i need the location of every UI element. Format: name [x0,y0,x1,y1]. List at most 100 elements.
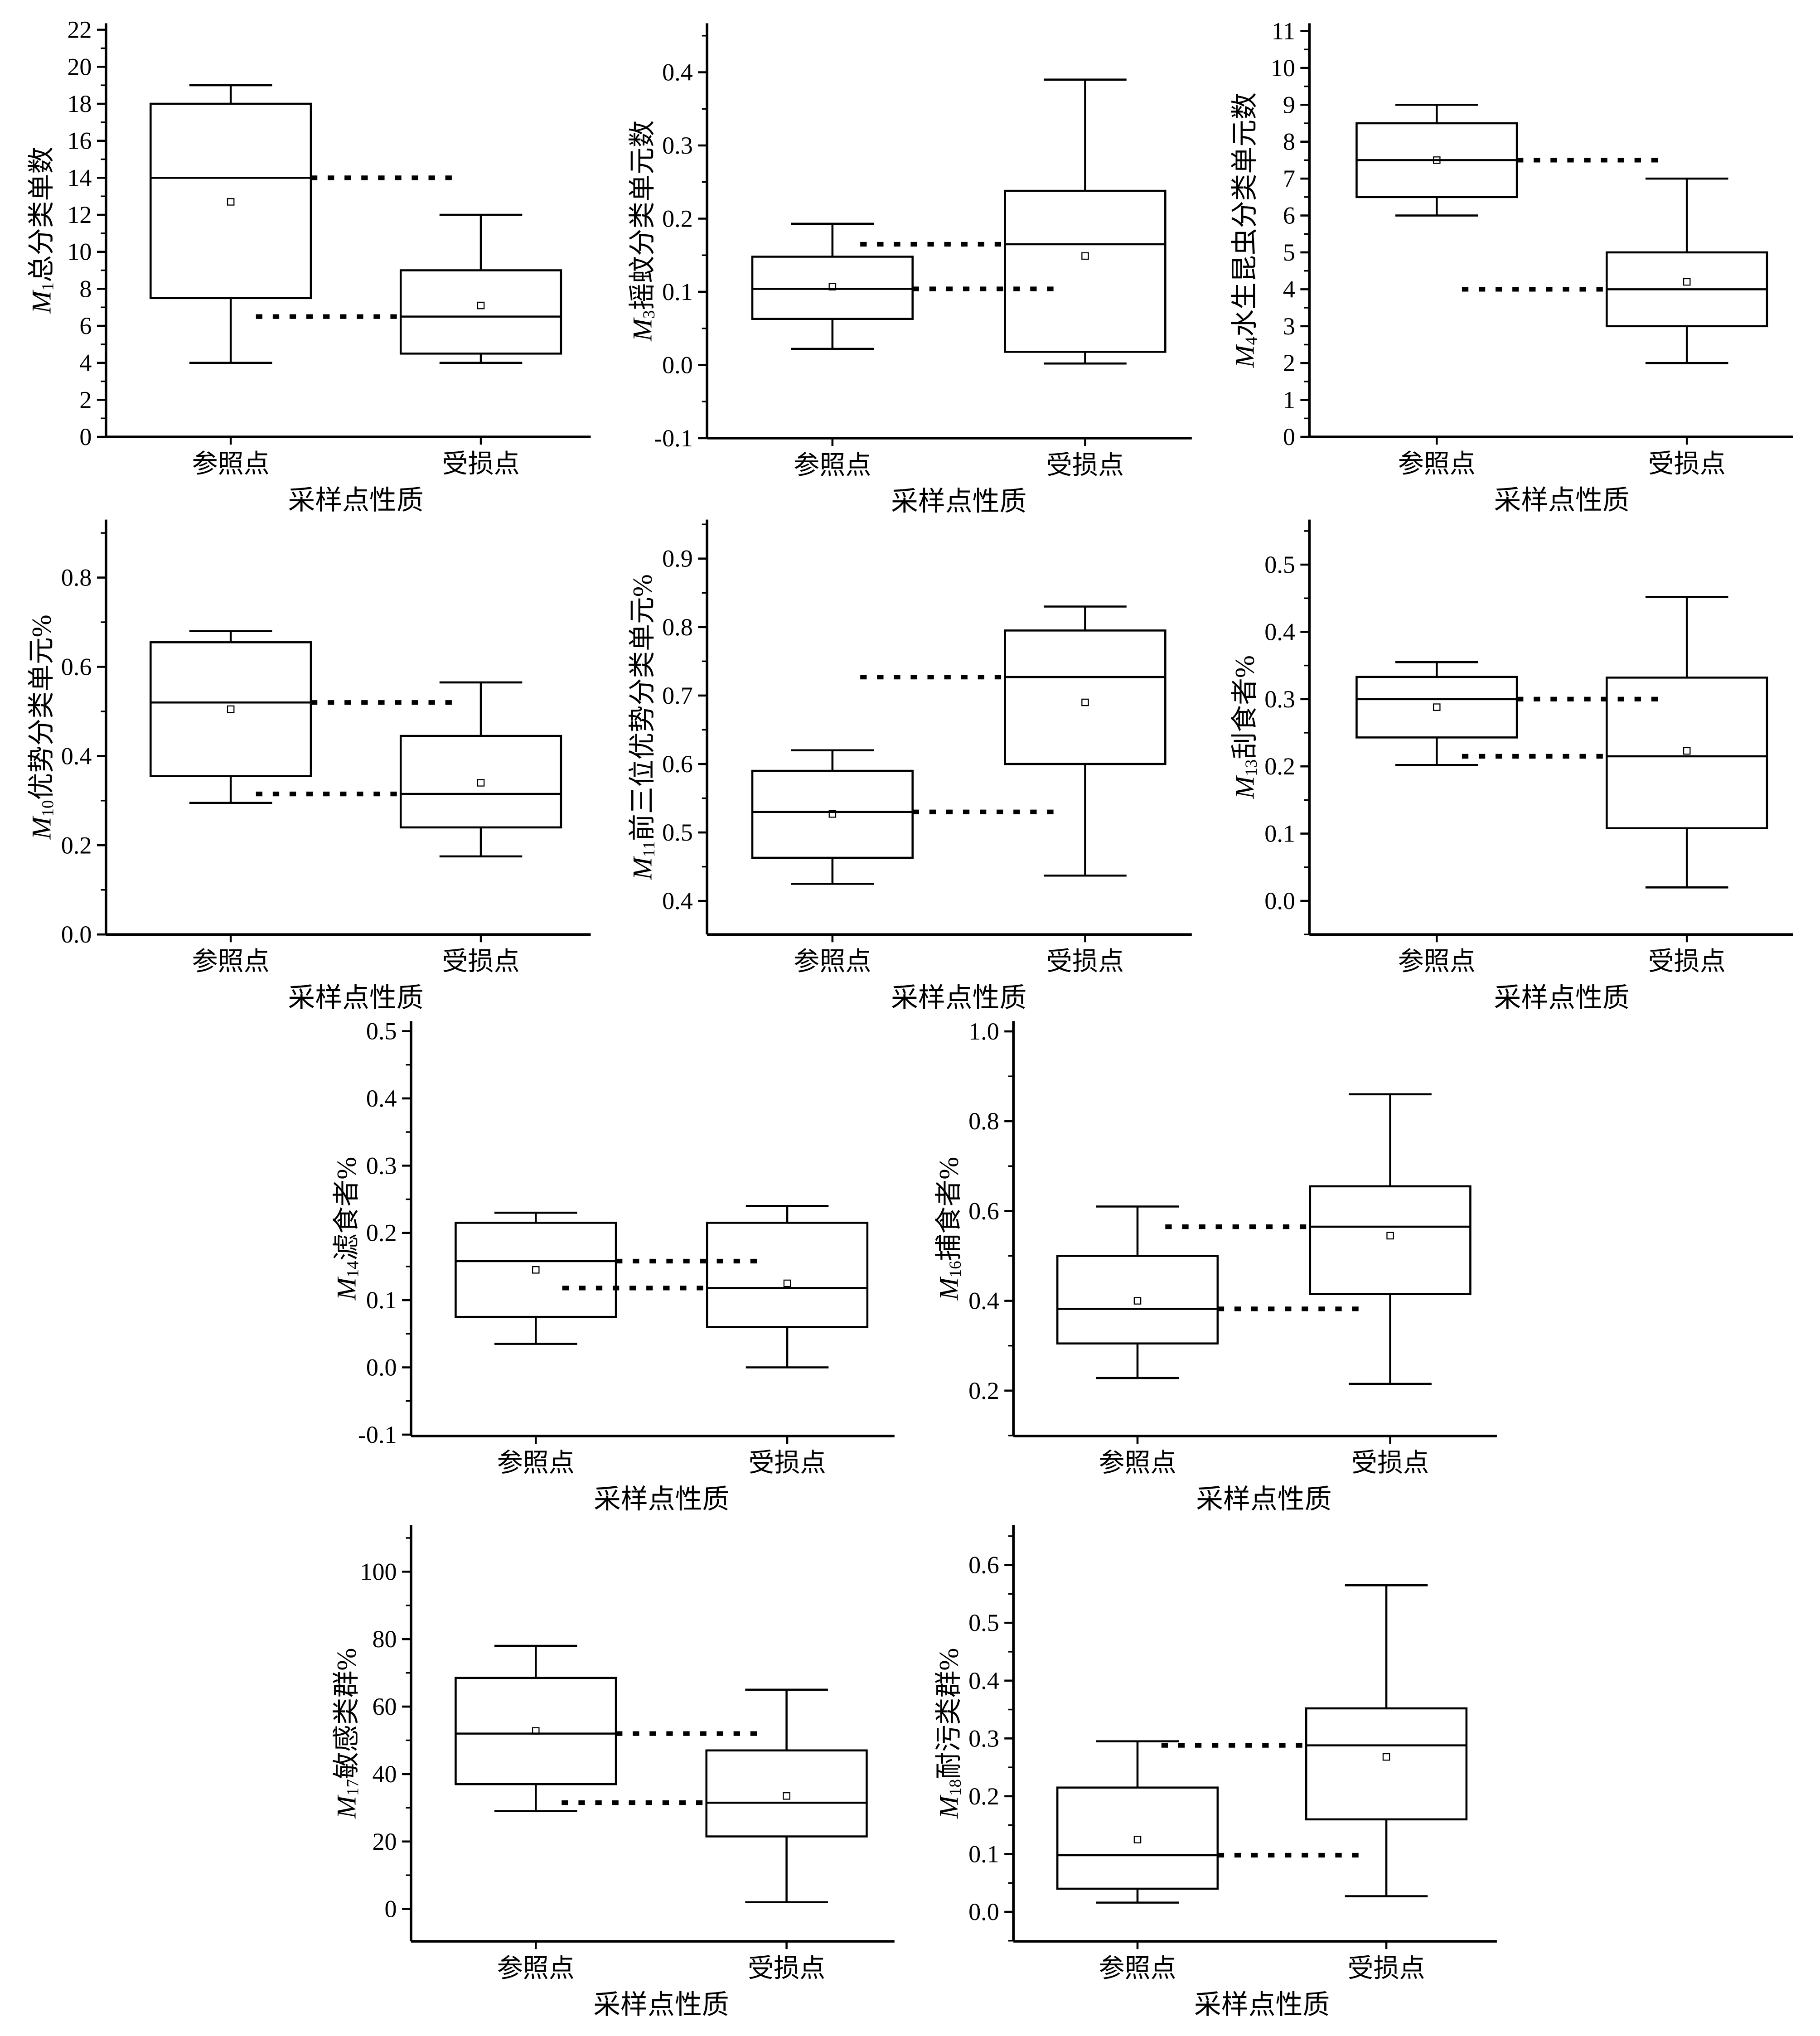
y-tick-label: 2 [1283,349,1295,377]
y-axis-title-symbol: M [26,290,56,314]
y-tick-label: 0.1 [968,1840,999,1867]
y-axis-title-symbol: M [1230,343,1260,368]
y-axis-title-symbol: M [331,1276,361,1301]
y-tick-label: 0.2 [366,1219,397,1247]
y-axis-title-symbol: M [628,317,658,342]
y-axis-title: M14滤食者% [331,1157,362,1301]
y-axis-title-name: 水生昆虫分类单元数 [1230,92,1260,337]
y-tick-label: 9 [1283,91,1295,118]
x-axis-title: 采样点性质 [594,1485,729,1514]
y-tick-label: 14 [67,164,92,191]
y-tick-label: 0.7 [662,682,693,709]
y-axis-title-name: 刮食者% [1230,655,1260,759]
y-tick-label: 0.8 [61,564,92,591]
category-label: 受损点 [1351,1449,1429,1477]
y-tick-label: 0.1 [662,278,693,305]
y-axis-title-name: 捕食者% [934,1157,964,1261]
y-tick-label: 0.6 [968,1552,999,1579]
category-label: 参照点 [1099,1449,1176,1477]
category-label: 参照点 [192,450,270,478]
y-axis-title-subscript: 16 [946,1261,964,1277]
reference-mean-marker [828,810,837,818]
y-tick-label: 0.5 [662,819,693,846]
y-axis-title: M13刮食者% [1230,655,1261,799]
category-label: 参照点 [1398,450,1476,478]
category-label: 受损点 [748,1449,826,1477]
y-tick-label: 0.0 [968,1898,999,1925]
y-axis-title-symbol: M [1230,775,1260,799]
y-tick-label: 0.4 [662,59,693,86]
x-axis-title: 采样点性质 [288,485,423,515]
y-tick-label: 0.4 [61,742,92,769]
y-axis-title-name: 总分类单数 [26,147,56,282]
y-tick-label: 0.2 [1264,753,1295,780]
y-axis-title-subscript: 1 [39,282,57,291]
reference-mean-marker [1133,1836,1142,1843]
y-axis-title-symbol: M [934,1794,964,1819]
impaired-box [1606,677,1768,829]
y-tick-label: 0.3 [1264,686,1295,713]
impaired-mean-marker [783,1279,791,1287]
category-label: 受损点 [442,450,520,478]
reference-mean-marker [532,1266,540,1274]
y-tick-label: 0.4 [662,887,693,914]
y-axis-title: M11前三位优势分类单元% [628,574,658,880]
impaired-mean-marker [1386,1232,1394,1240]
y-tick-label: 1.0 [968,1018,999,1045]
reference-mean-marker [227,198,235,206]
y-tick-label: 0.1 [366,1286,397,1314]
category-label: 受损点 [442,948,520,976]
reference-mean-marker [532,1727,540,1735]
y-tick-label: 0.3 [366,1152,397,1179]
reference-box [455,1677,617,1785]
y-tick-label: 4 [1283,276,1295,303]
y-axis-title: M18耐污类群% [934,1648,965,1819]
y-tick-label: 0.4 [968,1667,999,1694]
y-tick-label: 0.2 [662,205,693,232]
y-tick-label: 0.4 [366,1085,397,1112]
category-label: 受损点 [1046,451,1124,479]
reference-mean-marker [227,705,235,713]
reference-mean-marker [1133,1297,1142,1305]
impaired-box [399,735,562,829]
y-tick-label: 40 [372,1760,397,1788]
y-axis-title-subscript: 13 [1242,759,1260,776]
y-tick-label: 6 [1283,202,1295,229]
reference-mean-marker [1433,156,1441,164]
impaired-box [705,1749,868,1838]
y-tick-label: 4 [79,349,92,377]
reference-box [1056,1786,1219,1890]
y-tick-label: 8 [79,275,92,302]
y-axis-title-subscript: 18 [946,1779,964,1796]
y-tick-label: 20 [67,53,92,80]
y-tick-label: 22 [67,16,92,44]
y-axis-title-subscript: 14 [344,1261,362,1277]
y-axis-title-name: 前三位优势分类单元% [628,574,658,841]
y-axis-title-name: 敏感类群% [331,1648,361,1779]
y-tick-label: 0.2 [968,1377,999,1404]
y-tick-label: 5 [1283,239,1295,266]
y-tick-label: 0.3 [662,132,693,159]
y-axis-title-symbol: M [26,815,56,840]
y-tick-label: 7 [1283,165,1295,192]
y-axis-title-subscript: 10 [39,800,57,817]
impaired-mean-marker [1683,747,1691,755]
y-axis-title: M3摇蚊分类单元数 [628,120,658,342]
y-tick-label: 60 [372,1693,397,1720]
y-axis-title-symbol: M [934,1276,964,1301]
y-tick-label: 8 [1283,128,1295,155]
category-label: 参照点 [497,1954,575,1983]
y-tick-label: 12 [67,201,92,228]
y-tick-label: 1 [1283,387,1295,414]
category-label: 参照点 [497,1449,575,1477]
y-tick-label: -0.1 [358,1421,397,1448]
y-tick-label: 0 [79,423,92,450]
